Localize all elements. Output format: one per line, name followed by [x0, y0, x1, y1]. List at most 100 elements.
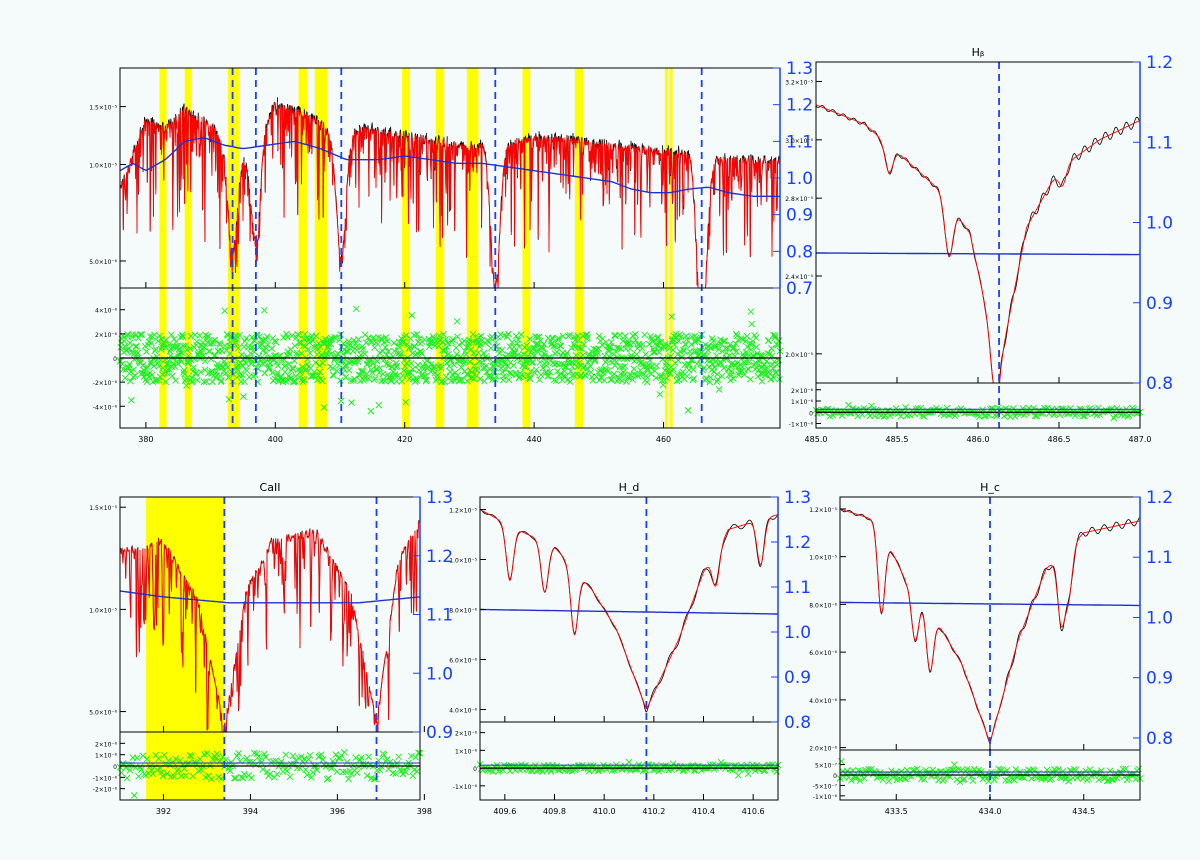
y-tick-label: 8.0×10⁻⁶	[809, 602, 837, 609]
masked-region	[664, 68, 669, 428]
x-tick-label: 394	[243, 807, 258, 816]
right-y-tick-label: 1.0	[784, 623, 811, 643]
panel-hd: H_d 409.6 409.8 410.0 410.2 410.4 410.6 4.0×10⁻…	[449, 481, 811, 816]
y-tick-label: 1.5×10⁻⁵	[89, 105, 117, 112]
x-tick-label: 410.6	[742, 807, 765, 816]
right-y-tick-label: 1.0	[1146, 214, 1173, 234]
panel-hg: H_c 433.5 434.0 434.5 2.0×10⁻⁶ 4.0×10⁻⁶ 6.0×10…	[809, 481, 1173, 816]
residual-y-tick-label: 1×10⁻⁶	[455, 748, 478, 755]
residual-y-tick-label: 2×10⁻⁶	[95, 741, 118, 748]
masked-region	[466, 68, 479, 428]
residual-y-tick-label: 0	[113, 764, 117, 771]
right-y-tick-label: 1.3	[426, 488, 453, 508]
right-y-tick-label: 0.9	[1146, 294, 1173, 314]
y-tick-label: 1.2×10⁻⁵	[809, 507, 837, 514]
series-residual	[812, 401, 1144, 422]
residual-y-tick-label: 2×10⁻⁶	[455, 731, 478, 738]
residual-points	[116, 305, 784, 415]
right-y-tick-label: 1.0	[1146, 608, 1173, 628]
y-tick-label: 5.0×10⁻⁶	[89, 710, 117, 717]
panel-title: Hᵦ	[972, 46, 985, 59]
right-y-tick-label: 0.7	[786, 279, 813, 299]
x-tick-label: 398	[417, 807, 432, 816]
y-tick-label: 1.0×10⁻⁵	[449, 558, 477, 565]
x-tick-label: 486.0	[967, 435, 990, 444]
y-tick-label: 3.2×10⁻⁵	[785, 79, 813, 86]
x-tick-label: 440	[526, 435, 541, 444]
y-tick-label: 2.0×10⁻⁵	[785, 352, 813, 359]
residual-y-tick-label: -2×10⁻⁶	[93, 787, 118, 794]
residual-y-tick-label: 2×10⁻⁶	[95, 332, 118, 339]
residual-y-tick-label: -1×10⁻⁶	[93, 775, 118, 782]
series-continuum	[119, 590, 421, 604]
series-model	[815, 104, 1141, 384]
right-y-tick-label: 1.3	[784, 488, 811, 508]
right-y-tick-label: 1.1	[1146, 133, 1173, 153]
x-tick-label: 410.4	[692, 807, 715, 816]
masked-region	[669, 68, 673, 428]
x-tick-label: 400	[268, 435, 283, 444]
residual-y-tick-label: 0	[833, 773, 837, 780]
y-tick-label: 2.8×10⁻⁵	[785, 196, 813, 203]
series-continuum	[480, 608, 778, 615]
bottom-frame	[479, 721, 779, 801]
right-y-tick-label: 0.9	[786, 206, 813, 226]
right-y-tick-label: 1.2	[786, 96, 813, 116]
residual-y-tick-label: -2×10⁻⁶	[93, 380, 118, 387]
right-y-tick-label: 1.1	[786, 132, 813, 152]
x-tick-label: 396	[330, 807, 345, 816]
x-tick-label: 434.5	[1072, 807, 1095, 816]
y-tick-label: 1.0×10⁻⁵	[809, 555, 837, 562]
y-tick-label: 1.2×10⁻⁵	[449, 508, 477, 515]
residual-y-tick-label: -1×10⁻⁶	[453, 784, 478, 791]
series-residual	[116, 305, 784, 415]
residual-y-tick-label: 2×10⁻⁶	[791, 388, 814, 395]
right-y-tick-label: 1.0	[786, 169, 813, 189]
right-y-tick-label: 1.0	[426, 664, 453, 684]
right-y-tick-label: 0.9	[784, 668, 811, 688]
panel-hb: Hᵦ 485.0 485.5 486.0 486.5 487.0 2.0×10⁻⁵ 2.4×1…	[785, 46, 1173, 444]
x-tick-label: 485.0	[805, 435, 828, 444]
right-y-tick-label: 1.2	[1146, 53, 1173, 73]
masked-region	[522, 68, 531, 428]
panel-full: 380 400 420 440 460 5.0×10⁻⁶ 1.0×10⁻⁵ 1.5×10⁻⁵ -…	[89, 59, 813, 444]
masked-region	[402, 68, 410, 428]
x-tick-label: 433.5	[885, 807, 908, 816]
residual-y-tick-label: 1×10⁻⁶	[791, 399, 814, 406]
x-tick-label: 380	[138, 435, 153, 444]
right-y-tick-label: 1.1	[784, 578, 811, 598]
residual-y-tick-label: 0	[809, 410, 813, 417]
series-continuum	[119, 137, 780, 197]
series-continuum	[840, 601, 1140, 607]
y-tick-label: 2.0×10⁻⁶	[809, 746, 837, 753]
residual-y-tick-label: 1×10⁻⁶	[95, 753, 118, 760]
panel-title: H_c	[980, 481, 1000, 494]
x-tick-label: 409.6	[493, 807, 516, 816]
x-tick-label: 392	[156, 807, 171, 816]
residual-y-tick-label: 0	[113, 356, 117, 363]
series-model	[479, 509, 779, 710]
right-y-tick-label: 0.9	[1146, 669, 1173, 689]
masked-region	[298, 68, 308, 428]
series-model	[119, 519, 421, 734]
right-y-tick-label: 0.8	[786, 242, 813, 262]
x-tick-label: 434.0	[979, 807, 1002, 816]
x-tick-label: 410.0	[593, 807, 616, 816]
right-y-tick-label: 0.8	[784, 713, 811, 733]
masked-region	[574, 68, 584, 428]
y-tick-label: 6.0×10⁻⁶	[809, 650, 837, 657]
right-y-tick-label: 1.3	[786, 59, 813, 79]
right-y-tick-label: 1.2	[426, 547, 453, 567]
x-tick-label: 486.5	[1048, 435, 1071, 444]
residual-y-tick-label: -4×10⁻⁶	[93, 404, 118, 411]
right-y-tick-label: 0.8	[1146, 729, 1173, 749]
right-y-tick-label: 0.9	[426, 723, 453, 743]
residual-y-tick-label: -1×10⁻⁶	[789, 422, 814, 429]
bottom-frame	[815, 382, 1141, 429]
x-tick-label: 485.5	[886, 435, 909, 444]
residual-y-tick-label: -5×10⁻⁷	[813, 783, 838, 790]
residual-points	[476, 758, 782, 779]
y-tick-label: 4.0×10⁻⁶	[449, 708, 477, 715]
masked-region	[184, 68, 192, 428]
right-y-tick-label: 0.8	[1146, 374, 1173, 394]
